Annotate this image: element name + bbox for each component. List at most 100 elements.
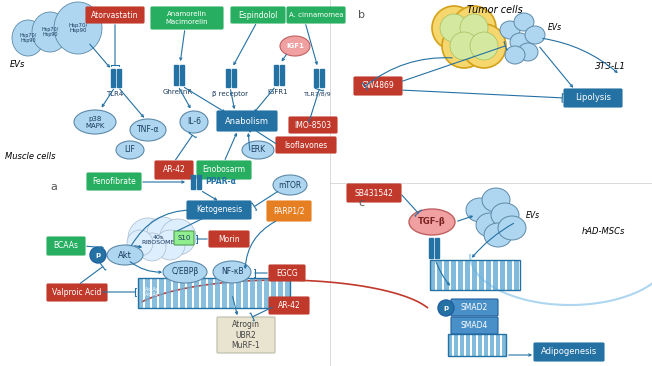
Circle shape	[155, 230, 185, 260]
Circle shape	[440, 14, 468, 42]
Bar	[278, 278, 283, 308]
Bar	[429, 238, 433, 258]
Bar	[472, 260, 477, 290]
Text: Morin: Morin	[218, 235, 240, 243]
Bar	[257, 278, 262, 308]
Circle shape	[438, 300, 454, 316]
Bar	[271, 278, 276, 308]
Bar	[201, 278, 206, 308]
Bar	[507, 260, 512, 290]
FancyBboxPatch shape	[47, 284, 107, 301]
Bar	[180, 278, 185, 308]
Bar	[280, 65, 284, 85]
Bar	[152, 278, 157, 308]
FancyBboxPatch shape	[267, 201, 311, 221]
Bar	[236, 278, 241, 308]
Text: ERK: ERK	[250, 146, 265, 154]
Text: Adipogenesis: Adipogenesis	[541, 347, 597, 356]
FancyBboxPatch shape	[534, 343, 604, 361]
Circle shape	[128, 218, 168, 258]
Bar	[174, 65, 178, 85]
Circle shape	[90, 247, 106, 263]
Ellipse shape	[466, 198, 494, 222]
Ellipse shape	[498, 216, 526, 240]
Ellipse shape	[130, 119, 166, 141]
Ellipse shape	[12, 20, 44, 56]
FancyBboxPatch shape	[231, 7, 285, 23]
Text: Isoflavones: Isoflavones	[284, 141, 327, 149]
Bar	[472, 334, 476, 356]
Text: Muscle cells: Muscle cells	[5, 152, 55, 161]
Text: GW4869: GW4869	[362, 82, 394, 90]
Bar	[180, 65, 184, 85]
Ellipse shape	[491, 203, 519, 227]
Bar	[243, 278, 248, 308]
FancyBboxPatch shape	[564, 89, 622, 107]
FancyBboxPatch shape	[451, 299, 498, 316]
Ellipse shape	[116, 141, 144, 159]
Bar	[502, 334, 506, 356]
Bar	[493, 260, 498, 290]
Bar	[479, 260, 484, 290]
Text: 3T3-L1: 3T3-L1	[595, 62, 625, 71]
Text: Valproic Acid: Valproic Acid	[52, 288, 102, 297]
Bar	[484, 334, 488, 356]
FancyBboxPatch shape	[269, 297, 309, 314]
Text: SMAD2: SMAD2	[461, 303, 488, 312]
Text: BCAAs: BCAAs	[53, 242, 78, 250]
Bar	[454, 334, 458, 356]
Bar	[208, 278, 213, 308]
Circle shape	[127, 230, 153, 256]
Text: AR-42: AR-42	[162, 165, 185, 175]
Circle shape	[470, 32, 498, 60]
Bar	[466, 334, 470, 356]
Bar	[222, 278, 227, 308]
Bar	[250, 278, 255, 308]
Text: Hsp70/
Hsp90: Hsp70/ Hsp90	[68, 23, 87, 33]
Ellipse shape	[280, 36, 310, 56]
Text: Ketogenesis: Ketogenesis	[196, 205, 242, 214]
Bar	[435, 238, 439, 258]
Bar	[448, 334, 452, 356]
Bar	[194, 278, 199, 308]
Bar	[173, 278, 178, 308]
Ellipse shape	[213, 261, 251, 283]
Text: b: b	[358, 10, 365, 20]
Bar	[138, 278, 290, 308]
FancyBboxPatch shape	[287, 7, 345, 23]
Circle shape	[452, 6, 496, 50]
Bar	[444, 260, 449, 290]
Text: PPAR-α: PPAR-α	[205, 178, 236, 187]
Text: hAD-MSCs: hAD-MSCs	[582, 228, 625, 236]
Bar	[478, 334, 482, 356]
Text: LIF: LIF	[125, 146, 136, 154]
FancyBboxPatch shape	[197, 161, 251, 179]
Ellipse shape	[518, 43, 538, 61]
Text: Ac Ac
Ac Ac: Ac Ac Ac Ac	[145, 287, 158, 298]
Ellipse shape	[514, 13, 534, 31]
Bar	[226, 69, 230, 87]
Circle shape	[462, 24, 506, 68]
Circle shape	[460, 14, 488, 42]
FancyBboxPatch shape	[86, 7, 144, 23]
FancyBboxPatch shape	[451, 317, 498, 334]
Bar	[486, 260, 491, 290]
Text: A. cinnamomea: A. cinnamomea	[289, 12, 343, 18]
Text: IMO-8503: IMO-8503	[295, 120, 332, 130]
Text: Anabolism: Anabolism	[225, 116, 269, 126]
Circle shape	[138, 233, 166, 261]
Ellipse shape	[484, 223, 512, 247]
Bar	[451, 260, 456, 290]
Ellipse shape	[54, 2, 102, 54]
Text: a: a	[50, 182, 57, 192]
Text: TNF-α: TNF-α	[137, 126, 159, 134]
FancyBboxPatch shape	[269, 265, 305, 281]
Text: AR-42: AR-42	[278, 301, 301, 310]
Bar	[166, 278, 171, 308]
Bar	[490, 334, 494, 356]
FancyBboxPatch shape	[354, 77, 402, 95]
Text: NF-κB: NF-κB	[221, 268, 243, 276]
Ellipse shape	[163, 261, 207, 283]
Bar	[138, 278, 143, 308]
Text: Fenofibrate: Fenofibrate	[92, 177, 136, 186]
